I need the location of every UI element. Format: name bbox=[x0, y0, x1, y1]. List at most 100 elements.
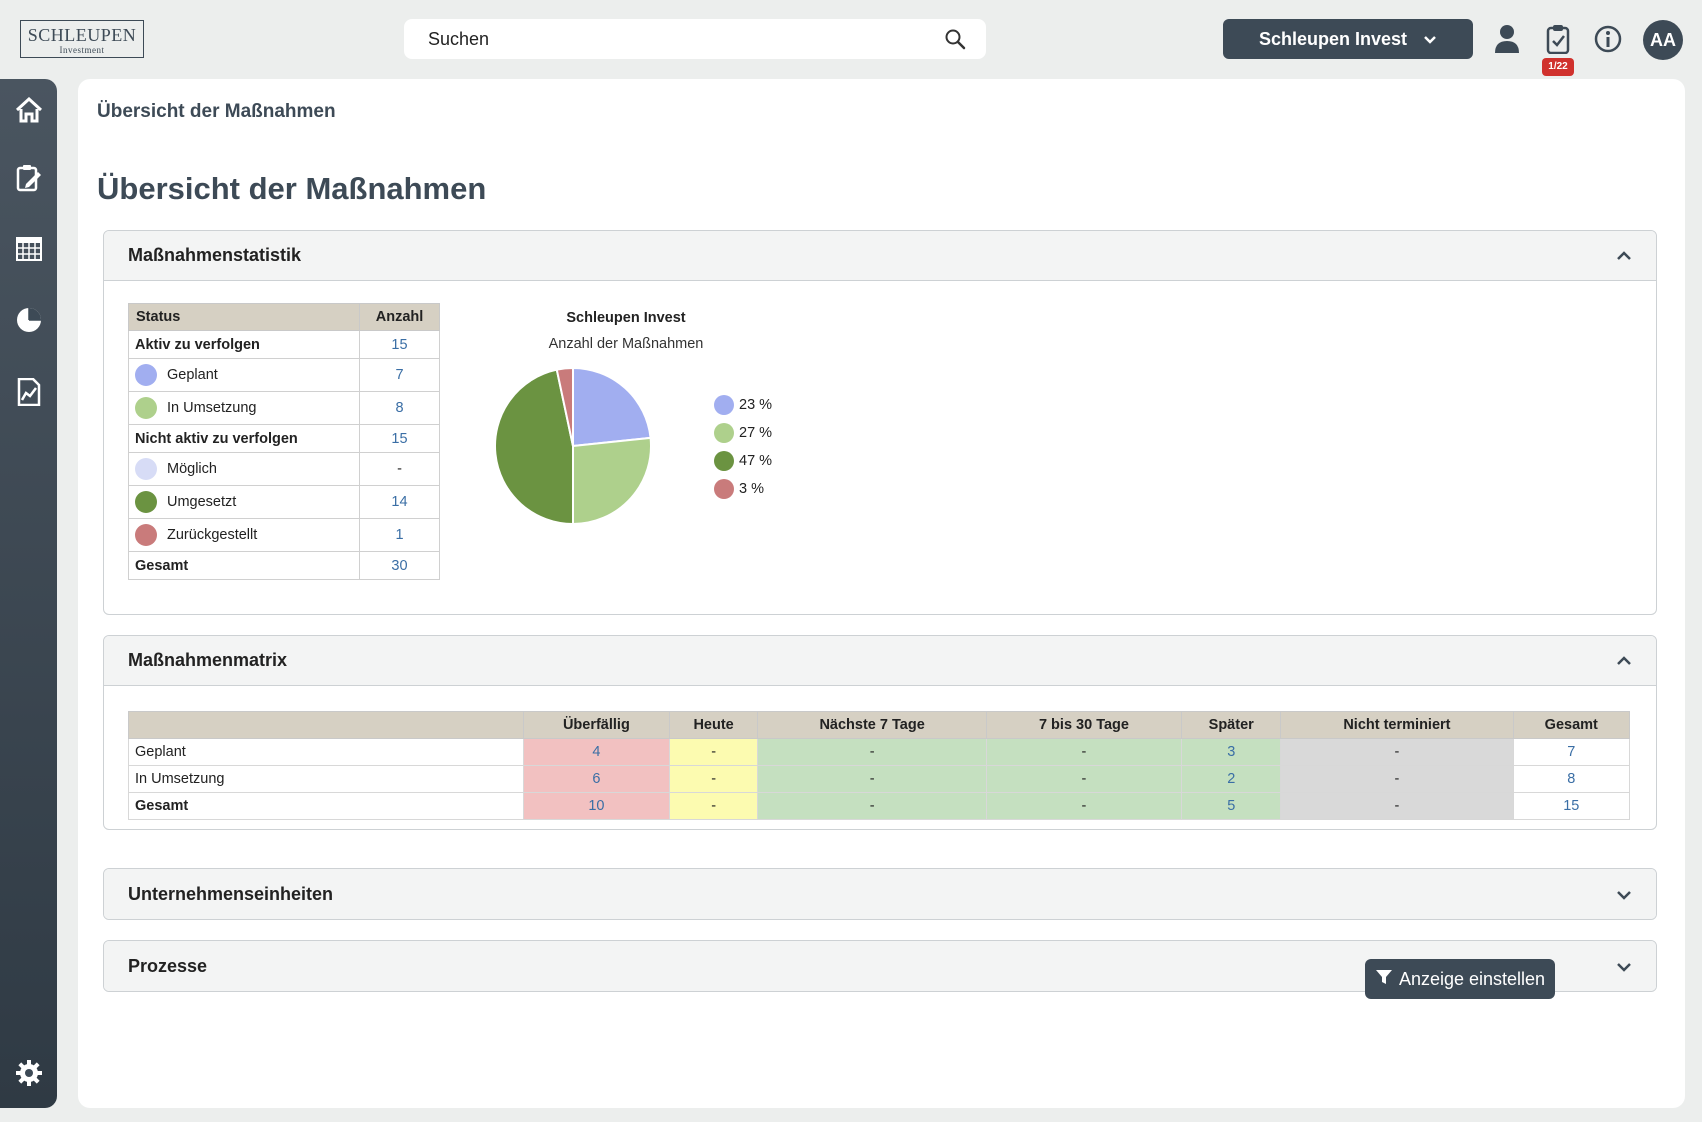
matrix-table: Überfällig Heute Nächste 7 Tage 7 bis 30… bbox=[128, 711, 1631, 820]
color-swatch bbox=[135, 364, 157, 386]
chevron-down-icon[interactable] bbox=[1616, 884, 1632, 905]
matrix-column-header: Nicht terminiert bbox=[1280, 711, 1514, 739]
matrix-cell-link[interactable]: 5 bbox=[1181, 792, 1282, 820]
matrix-column-header: Gesamt bbox=[1512, 711, 1631, 739]
chart-subtitle: Anzahl der Maßnahmen bbox=[548, 336, 704, 352]
home-icon[interactable] bbox=[14, 95, 44, 125]
status-label: Umgesetzt bbox=[167, 493, 237, 510]
matrix-cell-link[interactable]: 10 bbox=[523, 792, 670, 820]
matrix-cell: - bbox=[1280, 792, 1514, 820]
page-title: Übersicht der Maßnahmen bbox=[97, 171, 487, 206]
status-column-header: Status bbox=[128, 303, 360, 331]
status-label: In Umsetzung bbox=[167, 399, 257, 416]
matrix-cell-link[interactable]: 6 bbox=[523, 765, 670, 793]
table-row: Umgesetzt 14 bbox=[128, 485, 440, 519]
table-row: Möglich - bbox=[128, 452, 440, 486]
matrix-panel: Maßnahmenmatrix Überfällig Heute Nächste… bbox=[103, 635, 1657, 830]
status-count: - bbox=[359, 452, 440, 486]
avatar[interactable]: AA bbox=[1643, 20, 1683, 60]
pie-chart-icon[interactable] bbox=[14, 305, 44, 335]
tenant-label: Schleupen Invest bbox=[1258, 28, 1408, 49]
units-panel[interactable]: Unternehmenseinheiten bbox=[103, 868, 1657, 920]
task-list-icon[interactable] bbox=[1541, 22, 1575, 56]
logo-subtext: Investment bbox=[59, 45, 105, 55]
processes-panel-title: Prozesse bbox=[128, 955, 208, 976]
user-icon[interactable] bbox=[1490, 22, 1524, 56]
filter-settings-button[interactable]: Anzeige einstellen bbox=[1365, 959, 1555, 999]
table-row: Geplant 7 bbox=[128, 358, 440, 392]
chevron-down-icon bbox=[1423, 29, 1437, 50]
color-swatch bbox=[135, 458, 157, 480]
task-count-badge: 1/22 bbox=[1542, 58, 1574, 76]
calendar-icon[interactable] bbox=[14, 234, 44, 264]
status-count-link[interactable]: 7 bbox=[359, 358, 440, 392]
status-count-link[interactable]: 15 bbox=[359, 330, 440, 359]
status-count-link[interactable]: 15 bbox=[359, 424, 440, 453]
gear-icon[interactable] bbox=[14, 1058, 44, 1088]
chevron-up-icon[interactable] bbox=[1616, 650, 1632, 671]
sidebar bbox=[0, 79, 57, 1108]
chart-legend: 23 % 27 % 47 % 3 % bbox=[714, 391, 772, 503]
legend-item[interactable]: 3 % bbox=[714, 475, 772, 503]
search-bar[interactable]: Suchen bbox=[404, 19, 986, 59]
search-icon[interactable] bbox=[944, 28, 966, 50]
legend-swatch bbox=[714, 451, 734, 471]
matrix-cell-link[interactable]: 15 bbox=[1512, 792, 1631, 820]
matrix-panel-title: Maßnahmenmatrix bbox=[128, 650, 288, 670]
chevron-down-icon[interactable] bbox=[1616, 956, 1632, 977]
pie-slice[interactable] bbox=[494, 368, 574, 526]
status-count-link[interactable]: 30 bbox=[359, 551, 440, 580]
legend-swatch bbox=[714, 479, 734, 499]
matrix-column-header: 7 bis 30 Tage bbox=[985, 711, 1183, 739]
table-row: Aktiv zu verfolgen 15 bbox=[128, 330, 440, 359]
pie-slice[interactable] bbox=[572, 436, 652, 526]
status-count-link[interactable]: 14 bbox=[359, 485, 440, 519]
status-count-link[interactable]: 1 bbox=[359, 518, 440, 552]
legend-label: 27 % bbox=[739, 425, 773, 441]
report-icon[interactable] bbox=[14, 377, 44, 407]
legend-item[interactable]: 27 % bbox=[714, 419, 772, 447]
color-swatch bbox=[135, 524, 157, 546]
info-icon[interactable] bbox=[1591, 22, 1625, 56]
task-edit-icon[interactable] bbox=[14, 163, 44, 193]
legend-item[interactable]: 23 % bbox=[714, 391, 772, 419]
table-row: Geplant 4 - - - 3 - 7 bbox=[128, 738, 1631, 766]
search-input[interactable]: Suchen bbox=[428, 28, 490, 49]
breadcrumb: Übersicht der Maßnahmen bbox=[97, 101, 336, 122]
stats-panel-header[interactable]: Maßnahmenstatistik bbox=[104, 231, 1656, 281]
matrix-cell: - bbox=[1280, 738, 1514, 766]
status-label: Möglich bbox=[167, 460, 217, 477]
stats-panel: Maßnahmenstatistik Status Anzahl Aktiv z… bbox=[103, 230, 1657, 615]
matrix-cell-link[interactable]: 8 bbox=[1512, 765, 1631, 793]
legend-label: 47 % bbox=[739, 453, 773, 469]
matrix-cell: - bbox=[985, 738, 1183, 766]
matrix-cell: - bbox=[985, 792, 1183, 820]
matrix-panel-header[interactable]: Maßnahmenmatrix bbox=[104, 636, 1656, 686]
matrix-column-header: Nächste 7 Tage bbox=[757, 711, 987, 739]
legend-item[interactable]: 47 % bbox=[714, 447, 772, 475]
pie-slice[interactable] bbox=[572, 366, 652, 448]
company-logo[interactable]: SCHLEUPEN Investment bbox=[20, 20, 144, 58]
stats-panel-title: Maßnahmenstatistik bbox=[128, 245, 302, 265]
chevron-up-icon[interactable] bbox=[1616, 245, 1632, 266]
units-panel-header[interactable]: Unternehmenseinheiten bbox=[104, 869, 1656, 919]
matrix-cell: - bbox=[757, 792, 987, 820]
tenant-selector[interactable]: Schleupen Invest bbox=[1223, 19, 1473, 59]
color-swatch bbox=[135, 397, 157, 419]
pie-slice[interactable] bbox=[555, 366, 574, 447]
logo-text: SCHLEUPEN bbox=[27, 25, 137, 45]
legend-swatch bbox=[714, 395, 734, 415]
matrix-cell-link[interactable]: 7 bbox=[1512, 738, 1631, 766]
table-row: Gesamt 10 - - - 5 - 15 bbox=[128, 792, 1631, 820]
table-row: Nicht aktiv zu verfolgen 15 bbox=[128, 424, 440, 453]
status-count-link[interactable]: 8 bbox=[359, 391, 440, 425]
matrix-row-label: In Umsetzung bbox=[128, 765, 524, 793]
matrix-cell-link[interactable]: 3 bbox=[1181, 738, 1282, 766]
matrix-column-header: Später bbox=[1181, 711, 1282, 739]
main-content: Übersicht der Maßnahmen Übersicht der Ma… bbox=[78, 79, 1685, 1108]
legend-swatch bbox=[714, 423, 734, 443]
table-row: In Umsetzung 8 bbox=[128, 391, 440, 425]
matrix-cell-link[interactable]: 4 bbox=[523, 738, 670, 766]
matrix-cell: - bbox=[668, 738, 759, 766]
matrix-cell-link[interactable]: 2 bbox=[1181, 765, 1282, 793]
